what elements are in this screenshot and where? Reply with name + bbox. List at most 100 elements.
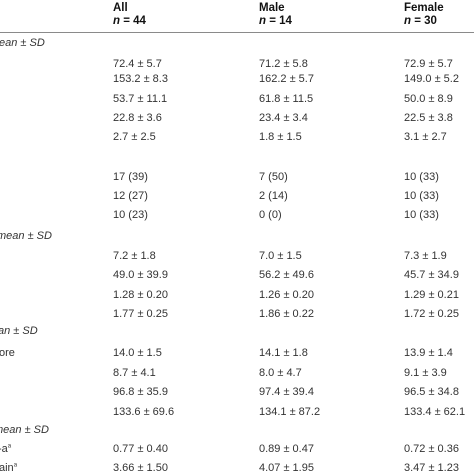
cell-all: 3.66 ± 1.50 bbox=[113, 462, 168, 474]
cell-all: 0.77 ± 0.40 bbox=[113, 443, 168, 455]
cell-female: 50.0 ± 8.9 bbox=[404, 93, 453, 105]
cell-male: 14.1 ± 1.8 bbox=[259, 347, 308, 359]
section-label-row: an ± SD bbox=[0, 324, 474, 342]
cell-female: 72.9 ± 5.7 bbox=[404, 58, 453, 70]
cell-male: 56.2 ± 49.6 bbox=[259, 269, 314, 281]
table-row: aina 3.66 ± 1.50 4.07 ± 1.95 3.47 ± 1.23 bbox=[0, 461, 474, 474]
table-row: 1.28 ± 0.20 1.26 ± 0.20 1.29 ± 0.21 bbox=[0, 288, 474, 308]
cell-all: 1.28 ± 0.20 bbox=[113, 289, 168, 301]
table-row: 153.2 ± 8.3 162.2 ± 5.7 149.0 ± 5.2 bbox=[0, 72, 474, 92]
cell-all: 72.4 ± 5.7 bbox=[113, 58, 162, 70]
section-label: an ± SD bbox=[0, 325, 38, 337]
cell-male: 2 (14) bbox=[259, 190, 288, 202]
cell-female: 9.1 ± 3.9 bbox=[404, 367, 447, 379]
column-title: Male bbox=[259, 2, 285, 14]
cell-all: 14.0 ± 1.5 bbox=[113, 347, 162, 359]
table-row: 96.8 ± 35.9 97.4 ± 39.4 96.5 ± 34.8 bbox=[0, 385, 474, 405]
cell-male: 1.26 ± 0.20 bbox=[259, 289, 314, 301]
section-label-row: ean ± SD bbox=[0, 36, 474, 54]
cell-female: 149.0 ± 5.2 bbox=[404, 73, 459, 85]
cell-female: 10 (33) bbox=[404, 209, 439, 221]
column-header-all: All n = 44 bbox=[113, 2, 146, 28]
table-row: 12 (27) 2 (14) 10 (33) bbox=[0, 189, 474, 209]
cell-all: 1.77 ± 0.25 bbox=[113, 308, 168, 320]
cell-male: 8.0 ± 4.7 bbox=[259, 367, 302, 379]
table-row: 10 (23) 0 (0) 10 (33) bbox=[0, 208, 474, 228]
table-row: 133.6 ± 69.6 134.1 ± 87.2 133.4 ± 62.1 bbox=[0, 405, 474, 425]
column-header-male: Male n = 14 bbox=[259, 2, 292, 28]
column-title: All bbox=[113, 2, 128, 14]
n-value: = 14 bbox=[266, 15, 292, 27]
cell-female: 1.72 ± 0.25 bbox=[404, 308, 459, 320]
cell-all: 49.0 ± 39.9 bbox=[113, 269, 168, 281]
table-row: -aa 0.77 ± 0.40 0.89 ± 0.47 0.72 ± 0.36 bbox=[0, 442, 474, 462]
cell-male: 0 (0) bbox=[259, 209, 282, 221]
cell-male: 97.4 ± 39.4 bbox=[259, 386, 314, 398]
cell-female: 96.5 ± 34.8 bbox=[404, 386, 459, 398]
n-value: = 30 bbox=[411, 15, 437, 27]
cell-male: 7 (50) bbox=[259, 171, 288, 183]
cell-male: 7.0 ± 1.5 bbox=[259, 250, 302, 262]
cell-male: 71.2 ± 5.8 bbox=[259, 58, 308, 70]
row-label: -aa bbox=[0, 442, 11, 456]
table-row: 2.7 ± 2.5 1.8 ± 1.5 3.1 ± 2.7 bbox=[0, 130, 474, 150]
cell-female: 1.29 ± 0.21 bbox=[404, 289, 459, 301]
n-symbol: n bbox=[404, 15, 412, 27]
n-symbol: n bbox=[259, 15, 267, 27]
cell-female: 45.7 ± 34.9 bbox=[404, 269, 459, 281]
cell-all: 153.2 ± 8.3 bbox=[113, 73, 168, 85]
cell-male: 23.4 ± 3.4 bbox=[259, 112, 308, 124]
column-title: Female bbox=[404, 2, 444, 14]
cell-all: 133.6 ± 69.6 bbox=[113, 406, 175, 418]
section-label-row: mean ± SD bbox=[0, 423, 474, 441]
cell-female: 133.4 ± 62.1 bbox=[404, 406, 466, 418]
n-value: = 44 bbox=[120, 15, 146, 27]
table-row: 1.77 ± 0.25 1.86 ± 0.22 1.72 ± 0.25 bbox=[0, 307, 474, 327]
cell-all: 10 (23) bbox=[113, 209, 148, 221]
table-row: 53.7 ± 11.1 61.8 ± 11.5 50.0 ± 8.9 bbox=[0, 92, 474, 112]
cell-female: 7.3 ± 1.9 bbox=[404, 250, 447, 262]
table-row: 72.4 ± 5.7 71.2 ± 5.8 72.9 ± 5.7 bbox=[0, 57, 474, 77]
cell-male: 1.8 ± 1.5 bbox=[259, 131, 302, 143]
cell-male: 61.8 ± 11.5 bbox=[259, 93, 314, 105]
row-label: ore bbox=[0, 347, 15, 359]
cell-female: 3.1 ± 2.7 bbox=[404, 131, 447, 143]
cell-female: 10 (33) bbox=[404, 171, 439, 183]
section-label: mean ± SD bbox=[0, 230, 52, 242]
header-rule bbox=[0, 32, 474, 33]
cell-all: 17 (39) bbox=[113, 171, 148, 183]
column-header-female: Female n = 30 bbox=[404, 2, 444, 28]
cell-all: 96.8 ± 35.9 bbox=[113, 386, 168, 398]
row-label-text: ain bbox=[0, 462, 14, 474]
row-label-text: -a bbox=[0, 443, 8, 455]
cell-all: 22.8 ± 3.6 bbox=[113, 112, 162, 124]
section-label: ean ± SD bbox=[0, 37, 45, 49]
row-label: aina bbox=[0, 461, 17, 474]
table-row: 17 (39) 7 (50) 10 (33) bbox=[0, 170, 474, 190]
cell-female: 0.72 ± 0.36 bbox=[404, 443, 459, 455]
footnote-marker: a bbox=[7, 443, 12, 450]
table-row: 8.7 ± 4.1 8.0 ± 4.7 9.1 ± 3.9 bbox=[0, 366, 474, 386]
cell-male: 134.1 ± 87.2 bbox=[259, 406, 321, 418]
table-row: ore 14.0 ± 1.5 14.1 ± 1.8 13.9 ± 1.4 bbox=[0, 346, 474, 366]
cell-female: 10 (33) bbox=[404, 190, 439, 202]
cell-female: 13.9 ± 1.4 bbox=[404, 347, 453, 359]
cell-male: 0.89 ± 0.47 bbox=[259, 443, 314, 455]
section-label: mean ± SD bbox=[0, 424, 49, 436]
cell-male: 162.2 ± 5.7 bbox=[259, 73, 314, 85]
cell-all: 2.7 ± 2.5 bbox=[113, 131, 156, 143]
cell-all: 8.7 ± 4.1 bbox=[113, 367, 156, 379]
n-symbol: n bbox=[113, 15, 121, 27]
cell-female: 3.47 ± 1.23 bbox=[404, 462, 459, 474]
cell-male: 1.86 ± 0.22 bbox=[259, 308, 314, 320]
table-row: 22.8 ± 3.6 23.4 ± 3.4 22.5 ± 3.8 bbox=[0, 111, 474, 131]
footnote-marker: a bbox=[13, 462, 18, 469]
table-row: 7.2 ± 1.8 7.0 ± 1.5 7.3 ± 1.9 bbox=[0, 249, 474, 269]
table-row: 49.0 ± 39.9 56.2 ± 49.6 45.7 ± 34.9 bbox=[0, 268, 474, 288]
cell-all: 12 (27) bbox=[113, 190, 148, 202]
cell-female: 22.5 ± 3.8 bbox=[404, 112, 453, 124]
section-label-row: mean ± SD bbox=[0, 229, 474, 247]
cell-all: 7.2 ± 1.8 bbox=[113, 250, 156, 262]
cell-male: 4.07 ± 1.95 bbox=[259, 462, 314, 474]
